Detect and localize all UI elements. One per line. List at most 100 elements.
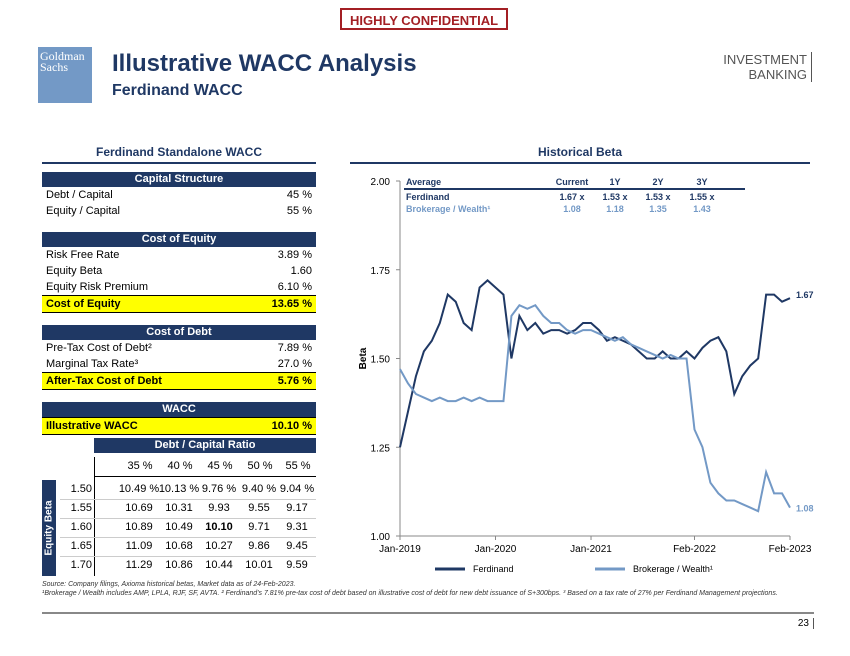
- division-line: INVESTMENT: [723, 52, 807, 67]
- sensitivity-row-beta: 1.55: [70, 502, 92, 514]
- source-note: Source: Company filings, Axioma historic…: [42, 581, 296, 588]
- sensitivity-cell: 9.86: [248, 540, 270, 552]
- series-line-brokerage: [399, 304, 791, 513]
- avg-value: 1.35: [649, 204, 667, 214]
- sensitivity-col-header: 35 %: [127, 460, 153, 472]
- wacc-panel: Ferdinand Standalone WACC Capital Struct…: [42, 145, 316, 435]
- row-label: Equity Risk Premium: [46, 281, 149, 293]
- sensitivity-row-beta: 1.65: [70, 540, 92, 552]
- footnotes: Source: Company filings, Axioma historic…: [42, 580, 802, 598]
- row-label: Marginal Tax Rate³: [46, 358, 139, 370]
- avg-value: 1.55 x: [689, 192, 714, 202]
- sensitivity-cell: 10.13 %: [158, 483, 200, 495]
- legend-label: Brokerage / Wealth¹: [633, 564, 713, 574]
- avg-header: 2Y: [652, 177, 663, 187]
- row-label: Cost of Equity: [46, 298, 121, 310]
- sensitivity-cell: 10.69: [125, 502, 153, 514]
- row-divider: [60, 537, 316, 538]
- sensitivity-header: Debt / Capital Ratio: [94, 438, 316, 453]
- avg-header: 3Y: [696, 177, 707, 187]
- page-number: 23: [798, 618, 814, 629]
- y-tick-label: 1.75: [371, 266, 391, 277]
- division-line: BANKING: [748, 67, 807, 82]
- sensitivity-cell: 10.49: [165, 521, 193, 533]
- row-divider: [60, 499, 316, 500]
- y-tick-label: 1.50: [371, 355, 391, 366]
- y-axis-label: Beta: [358, 347, 369, 369]
- row-label: Debt / Capital: [46, 189, 113, 201]
- footer-rule: [42, 612, 814, 614]
- avg-header: Average: [406, 177, 441, 187]
- wacc-heading: Ferdinand Standalone WACC: [42, 145, 316, 164]
- row-divider: [60, 518, 316, 519]
- page-subtitle: Ferdinand WACC: [112, 82, 243, 99]
- avg-value: 1.18: [606, 204, 624, 214]
- row-value: 5.76 %: [277, 375, 312, 387]
- row-value: 1.60: [290, 265, 312, 277]
- wacc-header: WACC: [42, 402, 316, 417]
- sensitivity-row-beta: 1.50: [70, 483, 92, 495]
- sensitivity-cell: 9.31: [286, 521, 308, 533]
- sensitivity-cell: 10.68: [165, 540, 193, 552]
- row-equity-beta: Equity Beta 1.60: [42, 263, 316, 279]
- row-value: 7.89 %: [277, 342, 312, 354]
- series-line-ferdinand: [399, 279, 791, 448]
- row-label: Pre-Tax Cost of Debt²: [46, 342, 152, 354]
- sensitivity-cell: 10.27: [205, 540, 233, 552]
- equity-beta-band: Equity Beta: [42, 480, 56, 576]
- sensitivity-cell: 9.17: [286, 502, 308, 514]
- division-label: INVESTMENT BANKING: [723, 52, 812, 82]
- sensitivity-col-header: 45 %: [207, 460, 233, 472]
- sensitivity-cell: 9.59: [286, 559, 308, 571]
- sensitivity-table: Debt / Capital Ratio Equity Beta 35 % 40 …: [42, 438, 316, 576]
- historical-beta-chart: 1.00 1.25 1.50 1.75 2.00 Jan-2019 Jan-2020 Jan-…: [358, 177, 814, 574]
- logo-line: Goldman: [40, 49, 85, 63]
- row-value: 3.89 %: [277, 249, 312, 261]
- legend-label: Ferdinand: [473, 564, 514, 574]
- x-tick-label: Jan-2019: [379, 544, 421, 555]
- goldman-sachs-logo: Goldman Sachs: [38, 47, 92, 103]
- cost-of-equity-header: Cost of Equity: [42, 232, 316, 247]
- sensitivity-cell: 9.40 %: [241, 483, 277, 495]
- y-tick-label: 1.00: [371, 532, 391, 543]
- sensitivity-cell: 11.09: [125, 540, 153, 552]
- sensitivity-cell: 10.89: [125, 521, 153, 533]
- divider: [94, 476, 316, 477]
- avg-value: 1.43: [693, 204, 711, 214]
- page-title: Illustrative WACC Analysis: [112, 50, 417, 77]
- row-label: Risk Free Rate: [46, 249, 120, 261]
- row-value: 10.10 %: [271, 420, 312, 432]
- avg-value: 1.53 x: [645, 192, 670, 202]
- avg-value: 1.08: [563, 204, 581, 214]
- sensitivity-cell: 10.44: [205, 559, 233, 571]
- avg-header: Current: [556, 177, 589, 187]
- avg-header: 1Y: [609, 177, 620, 187]
- row-tax-rate: Marginal Tax Rate³ 27.0 %: [42, 356, 316, 372]
- avg-value: 1.67 x: [559, 192, 584, 202]
- sensitivity-cell: 9.76 %: [201, 483, 237, 495]
- row-aftertax-debt: After-Tax Cost of Debt 5.76 %: [42, 372, 316, 390]
- sensitivity-col-header: 40 %: [167, 460, 193, 472]
- sensitivity-cell: 10.86: [165, 559, 193, 571]
- sensitivity-row-beta: 1.60: [70, 521, 92, 533]
- series-end-label: 1.08: [796, 504, 814, 514]
- row-debt-capital: Debt / Capital 45 %: [42, 187, 316, 203]
- row-label: Equity Beta: [46, 265, 103, 277]
- sensitivity-cell: 10.31: [165, 502, 193, 514]
- y-tick-label: 1.25: [371, 443, 391, 454]
- beta-chart-header: Historical Beta: [350, 145, 810, 164]
- cost-of-debt-header: Cost of Debt: [42, 325, 316, 340]
- y-tick-label: 2.00: [371, 177, 391, 188]
- sensitivity-row-beta: 1.70: [70, 559, 92, 571]
- confidential-stamp: HIGHLY CONFIDENTIAL: [340, 8, 508, 30]
- x-tick-label: Feb-2023: [769, 544, 812, 555]
- logo-line: Sachs: [40, 60, 68, 74]
- row-label: Equity / Capital: [46, 205, 120, 217]
- chart-title: Historical Beta: [350, 145, 810, 164]
- row-risk-free: Risk Free Rate 3.89 %: [42, 247, 316, 263]
- footnote-text: ¹Brokerage / Wealth includes AMP, LPLA, …: [42, 590, 778, 597]
- row-erp: Equity Risk Premium 6.10 %: [42, 279, 316, 295]
- row-value: 13.65 %: [271, 298, 312, 310]
- x-tick-label: Jan-2020: [475, 544, 517, 555]
